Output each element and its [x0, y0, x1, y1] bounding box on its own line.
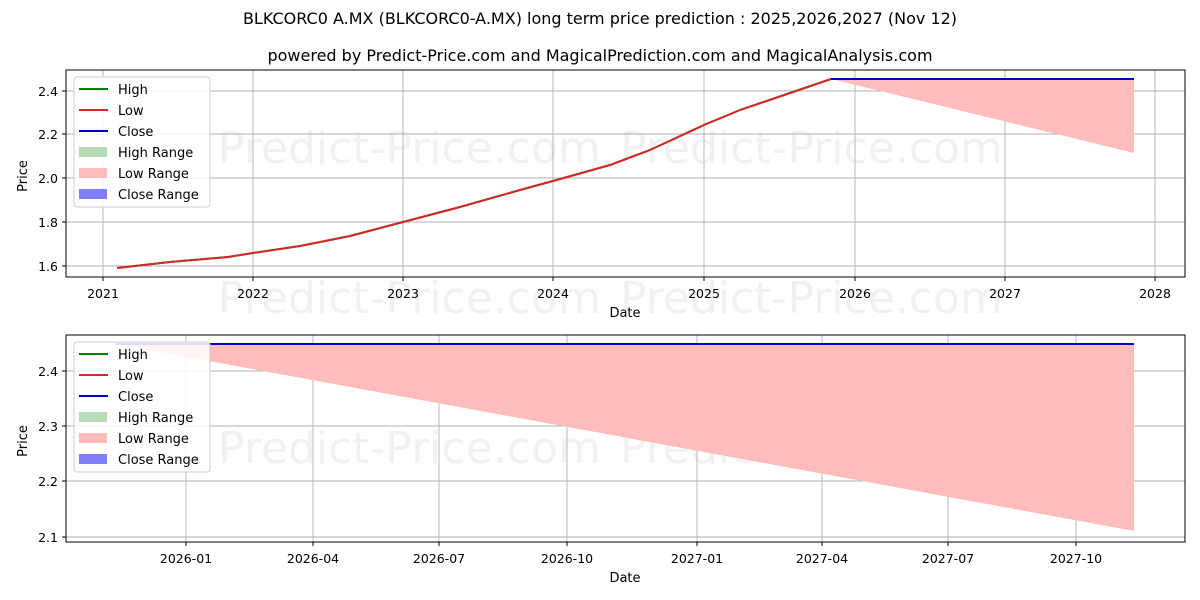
- top-plot-frame: [65, 69, 1186, 278]
- x-tick-label: 2026: [839, 286, 871, 301]
- x-tick-label: 2026-04: [287, 551, 339, 566]
- low-line: [116, 78, 832, 269]
- watermark: Predict-Price.com: [620, 273, 1003, 324]
- y-tick-label: 1.6: [38, 259, 58, 274]
- bottom-plot-frame: [65, 334, 1186, 543]
- y-tick-label: 2.2: [38, 474, 58, 489]
- legend-low-range-swatch: [79, 433, 107, 443]
- bottom-legend: High Low Close High Range Low Range Clos…: [73, 341, 211, 473]
- watermark: Predict-Price.com: [620, 123, 1003, 174]
- x-axis-label: Date: [609, 306, 640, 321]
- x-tick-label: 2027-07: [922, 551, 974, 566]
- legend-low-range-swatch: [79, 168, 107, 178]
- chart-subtitle: powered by Predict-Price.com and Magical…: [267, 46, 933, 65]
- y-axis-label: Price: [16, 160, 31, 192]
- legend-high-range-swatch: [79, 412, 107, 422]
- y-tick-label: 2.1: [38, 530, 58, 545]
- legend-close-label: Close: [118, 390, 153, 405]
- y-tick-label: 2.4: [38, 84, 58, 99]
- x-tick-label: 2027-01: [671, 551, 723, 566]
- x-tick-label: 2024: [537, 286, 569, 301]
- top-chart: Predict-Price.com Predict-Price.com Pred…: [16, 69, 1186, 324]
- y-tick-label: 2.3: [38, 419, 58, 434]
- low-range-area: [116, 344, 1134, 531]
- legend-low-range-label: Low Range: [118, 167, 189, 182]
- y-tick-label: 1.8: [38, 215, 58, 230]
- legend-low-range-label: Low Range: [118, 432, 189, 447]
- y-tick-label: 2.2: [38, 127, 58, 142]
- x-tick-label: 2028: [1139, 286, 1171, 301]
- legend-high-label: High: [118, 348, 148, 363]
- legend-close-range-label: Close Range: [118, 188, 199, 203]
- x-tick-label: 2022: [237, 286, 269, 301]
- legend-high-range-swatch: [79, 147, 107, 157]
- x-tick-label: 2026-01: [160, 551, 212, 566]
- y-tick-label: 2.0: [38, 171, 58, 186]
- x-tick-label: 2026-07: [413, 551, 465, 566]
- y-axis-label: Price: [16, 425, 31, 457]
- legend-close-range-swatch: [79, 189, 107, 199]
- x-tick-label: 2027-10: [1050, 551, 1102, 566]
- legend-high-range-label: High Range: [118, 146, 193, 161]
- legend-close-range-swatch: [79, 454, 107, 464]
- y-tick-label: 2.4: [38, 364, 58, 379]
- x-tick-label: 2023: [387, 286, 419, 301]
- legend-close-label: Close: [118, 125, 153, 140]
- x-tick-label: 2027: [989, 286, 1021, 301]
- watermark: Predict-Price.com: [218, 273, 601, 324]
- x-axis-label: Date: [609, 571, 640, 586]
- legend-low-label: Low: [118, 369, 144, 384]
- legend-close-range-label: Close Range: [118, 453, 199, 468]
- watermark: Predict-Price.com: [218, 123, 601, 174]
- x-tick-label: 2027-04: [796, 551, 848, 566]
- x-tick-label: 2026-10: [541, 551, 593, 566]
- bottom-chart: Predict-Price.com Predict-Price.com 2.1: [16, 334, 1186, 586]
- legend-high-range-label: High Range: [118, 411, 193, 426]
- legend-high-label: High: [118, 83, 148, 98]
- top-legend: High Low Close High Range Low Range Clos…: [73, 76, 211, 208]
- chart-title: BLKCORC0 A.MX (BLKCORC0-A.MX) long term …: [242, 9, 958, 28]
- watermark: Predict-Price.com: [218, 423, 601, 474]
- legend-low-label: Low: [118, 104, 144, 119]
- low-range-area: [831, 79, 1134, 153]
- x-tick-label: 2025: [688, 286, 720, 301]
- x-tick-label: 2021: [87, 286, 119, 301]
